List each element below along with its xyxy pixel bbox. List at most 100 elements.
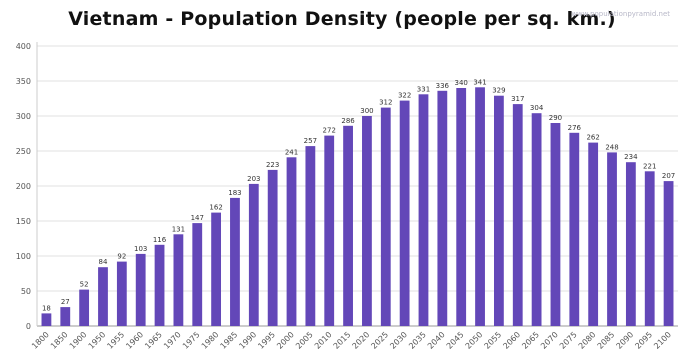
bar-1995 bbox=[267, 169, 278, 326]
bar-1965 bbox=[154, 244, 165, 326]
data-label-2020: 300 bbox=[360, 107, 373, 115]
x-tick-label: 2095 bbox=[633, 330, 654, 351]
data-label-1955: 92 bbox=[117, 253, 126, 261]
bar-2060 bbox=[512, 104, 523, 326]
data-label-2060: 317 bbox=[511, 95, 524, 103]
bar-2015 bbox=[343, 125, 353, 326]
bar-2020 bbox=[362, 116, 372, 326]
x-tick-label: 1995 bbox=[256, 330, 277, 351]
x-tick-label: 2010 bbox=[313, 330, 334, 351]
bar-2055 bbox=[493, 95, 504, 326]
bar-1955 bbox=[116, 261, 127, 326]
x-tick-label: 2000 bbox=[275, 330, 296, 351]
bar-2065 bbox=[531, 113, 542, 326]
bar-2050 bbox=[475, 87, 485, 326]
x-tick-label: 2060 bbox=[501, 330, 522, 351]
y-tick-label: 150 bbox=[16, 217, 31, 226]
x-tick-label: 2025 bbox=[369, 330, 390, 351]
x-tick-label: 1955 bbox=[105, 330, 126, 351]
data-label-2080: 262 bbox=[586, 134, 599, 142]
data-label-1970: 131 bbox=[172, 225, 185, 233]
data-label-2040: 336 bbox=[436, 82, 450, 90]
x-tick-label: 2050 bbox=[464, 330, 485, 351]
data-label-2050: 341 bbox=[473, 78, 486, 86]
x-tick-label: 1850 bbox=[49, 330, 70, 351]
axes: 0 50 100 150 200 250 300 350 400 bbox=[16, 42, 38, 331]
data-label-1990: 203 bbox=[247, 175, 260, 183]
data-label-2085: 248 bbox=[605, 143, 618, 151]
watermark-text: www.populationpyramid.net bbox=[571, 10, 670, 18]
bar-2095 bbox=[644, 171, 655, 326]
bar-2045 bbox=[456, 88, 467, 326]
data-label-2045: 340 bbox=[455, 79, 468, 87]
bar-2090 bbox=[625, 162, 636, 326]
data-label-1900: 52 bbox=[80, 281, 89, 289]
x-tick-label: 1950 bbox=[87, 330, 108, 351]
bar-1990 bbox=[248, 183, 259, 326]
data-label-2100: 207 bbox=[662, 172, 675, 180]
y-tick-label: 400 bbox=[16, 42, 31, 51]
data-label-2025: 312 bbox=[379, 99, 392, 107]
bar-1980 bbox=[211, 212, 222, 326]
data-label-1965: 116 bbox=[153, 236, 167, 244]
bar-2075 bbox=[569, 132, 580, 326]
x-tick-label: 2030 bbox=[388, 330, 409, 351]
bar-2025 bbox=[380, 107, 391, 326]
y-tick-label: 50 bbox=[21, 287, 31, 296]
data-label-2055: 329 bbox=[492, 87, 505, 95]
bar-2035 bbox=[418, 94, 429, 326]
y-tick-label: 200 bbox=[16, 182, 31, 191]
x-tick-label: 2015 bbox=[332, 330, 353, 351]
bar-2040 bbox=[437, 90, 448, 326]
x-tick-label: 1990 bbox=[237, 330, 258, 351]
y-tick-label: 250 bbox=[16, 147, 31, 156]
bar-2010 bbox=[324, 135, 335, 326]
data-label-2015: 286 bbox=[341, 117, 355, 125]
data-label-2065: 304 bbox=[530, 104, 544, 112]
y-tick-label: 100 bbox=[16, 252, 31, 261]
data-label-2070: 290 bbox=[549, 114, 562, 122]
data-label-1985: 183 bbox=[228, 189, 241, 197]
x-tick-label: 2075 bbox=[558, 330, 579, 351]
bar-1960 bbox=[135, 253, 146, 326]
data-label-2075: 276 bbox=[568, 124, 582, 132]
x-tick-label: 2085 bbox=[596, 330, 617, 351]
data-label-1980: 162 bbox=[209, 204, 222, 212]
data-label-2000: 241 bbox=[285, 148, 298, 156]
x-tick-label: 1970 bbox=[162, 330, 183, 351]
x-tick-label: 2100 bbox=[652, 330, 673, 351]
y-tick-label: 0 bbox=[26, 322, 31, 331]
bar-1800 bbox=[41, 313, 52, 326]
x-tick-label: 1975 bbox=[181, 330, 202, 351]
x-tick-label: 2080 bbox=[577, 330, 598, 351]
bar-2080 bbox=[588, 142, 599, 326]
x-tick-label: 2055 bbox=[483, 330, 504, 351]
bar-2000 bbox=[286, 157, 297, 326]
x-tick-label: 1900 bbox=[68, 330, 89, 351]
data-label-2005: 257 bbox=[304, 137, 317, 145]
data-label-2030: 322 bbox=[398, 92, 411, 100]
x-tick-label: 1980 bbox=[200, 330, 221, 351]
data-label-1850: 27 bbox=[61, 298, 70, 306]
data-label-1960: 103 bbox=[134, 245, 147, 253]
bar-1950 bbox=[98, 267, 108, 326]
x-tick-label: 1985 bbox=[219, 330, 240, 351]
data-label-1975: 147 bbox=[191, 214, 204, 222]
y-tick-label: 350 bbox=[16, 77, 31, 86]
x-tick-label: 2020 bbox=[351, 330, 372, 351]
bars bbox=[41, 87, 674, 326]
x-tick-label: 2035 bbox=[407, 330, 428, 351]
bar-1985 bbox=[230, 197, 240, 326]
chart-title: Vietnam - Population Density (people per… bbox=[68, 8, 616, 30]
bar-2085 bbox=[607, 152, 617, 326]
x-tick-label: 2065 bbox=[520, 330, 541, 351]
data-label-2035: 331 bbox=[417, 85, 430, 93]
bar-1970 bbox=[173, 234, 184, 326]
bar-1975 bbox=[192, 223, 203, 326]
y-tick-label: 300 bbox=[16, 112, 31, 121]
x-tick-label: 1800 bbox=[30, 330, 51, 351]
x-tick-label: 2045 bbox=[445, 330, 466, 351]
bar-2100 bbox=[663, 181, 674, 326]
x-tick-label: 2005 bbox=[294, 330, 315, 351]
bar-1900 bbox=[79, 289, 90, 326]
